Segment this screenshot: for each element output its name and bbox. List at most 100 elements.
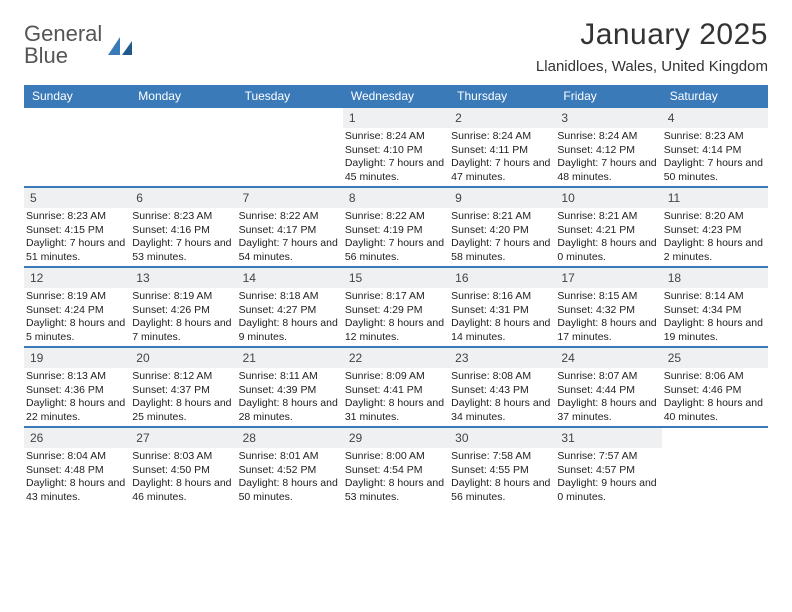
sunrise-text: Sunrise: 8:23 AM [664, 130, 766, 144]
sunset-text: Sunset: 4:15 PM [26, 224, 128, 238]
day-cell: 29Sunrise: 8:00 AMSunset: 4:54 PMDayligh… [343, 428, 449, 506]
day-number: 28 [237, 428, 343, 448]
sunrise-text: Sunrise: 8:04 AM [26, 450, 128, 464]
day-info: Sunrise: 8:19 AMSunset: 4:24 PMDaylight:… [24, 290, 130, 345]
day-number: 1 [343, 108, 449, 128]
sail-icon [106, 35, 134, 59]
day-info: Sunrise: 8:18 AMSunset: 4:27 PMDaylight:… [237, 290, 343, 345]
day-cell: 14Sunrise: 8:18 AMSunset: 4:27 PMDayligh… [237, 268, 343, 346]
day-number: 9 [449, 188, 555, 208]
sunrise-text: Sunrise: 8:24 AM [557, 130, 659, 144]
daylight-text: Daylight: 7 hours and 48 minutes. [557, 157, 659, 184]
sunrise-text: Sunrise: 8:24 AM [345, 130, 447, 144]
daylight-text: Daylight: 7 hours and 51 minutes. [26, 237, 128, 264]
sunset-text: Sunset: 4:36 PM [26, 384, 128, 398]
day-info: Sunrise: 7:58 AMSunset: 4:55 PMDaylight:… [449, 450, 555, 505]
day-info: Sunrise: 8:11 AMSunset: 4:39 PMDaylight:… [237, 370, 343, 425]
brand-logo: General Blue [24, 24, 134, 68]
day-number: 21 [237, 348, 343, 368]
sunset-text: Sunset: 4:50 PM [132, 464, 234, 478]
weekday-sun: Sunday [24, 85, 130, 108]
sunset-text: Sunset: 4:24 PM [26, 304, 128, 318]
daylight-text: Daylight: 7 hours and 56 minutes. [345, 237, 447, 264]
day-info: Sunrise: 8:21 AMSunset: 4:21 PMDaylight:… [555, 210, 661, 265]
day-number: 12 [24, 268, 130, 288]
day-info: Sunrise: 8:14 AMSunset: 4:34 PMDaylight:… [662, 290, 768, 345]
sunset-text: Sunset: 4:41 PM [345, 384, 447, 398]
sunrise-text: Sunrise: 8:22 AM [239, 210, 341, 224]
sunset-text: Sunset: 4:27 PM [239, 304, 341, 318]
sunrise-text: Sunrise: 8:23 AM [132, 210, 234, 224]
sunrise-text: Sunrise: 7:58 AM [451, 450, 553, 464]
day-cell: 4Sunrise: 8:23 AMSunset: 4:14 PMDaylight… [662, 108, 768, 186]
sunrise-text: Sunrise: 8:17 AM [345, 290, 447, 304]
day-number: 10 [555, 188, 661, 208]
sunrise-text: Sunrise: 8:11 AM [239, 370, 341, 384]
daylight-text: Daylight: 8 hours and 43 minutes. [26, 477, 128, 504]
day-info: Sunrise: 8:00 AMSunset: 4:54 PMDaylight:… [343, 450, 449, 505]
day-cell: 1Sunrise: 8:24 AMSunset: 4:10 PMDaylight… [343, 108, 449, 186]
day-number: 18 [662, 268, 768, 288]
daylight-text: Daylight: 8 hours and 9 minutes. [239, 317, 341, 344]
daylight-text: Daylight: 8 hours and 7 minutes. [132, 317, 234, 344]
daylight-text: Daylight: 8 hours and 56 minutes. [451, 477, 553, 504]
sunset-text: Sunset: 4:26 PM [132, 304, 234, 318]
week-row: 5Sunrise: 8:23 AMSunset: 4:15 PMDaylight… [24, 186, 768, 266]
sunrise-text: Sunrise: 8:00 AM [345, 450, 447, 464]
sunset-text: Sunset: 4:55 PM [451, 464, 553, 478]
daylight-text: Daylight: 8 hours and 34 minutes. [451, 397, 553, 424]
day-cell: 31Sunrise: 7:57 AMSunset: 4:57 PMDayligh… [555, 428, 661, 506]
day-cell: 15Sunrise: 8:17 AMSunset: 4:29 PMDayligh… [343, 268, 449, 346]
daylight-text: Daylight: 8 hours and 25 minutes. [132, 397, 234, 424]
day-cell: 20Sunrise: 8:12 AMSunset: 4:37 PMDayligh… [130, 348, 236, 426]
daylight-text: Daylight: 7 hours and 54 minutes. [239, 237, 341, 264]
day-cell: 6Sunrise: 8:23 AMSunset: 4:16 PMDaylight… [130, 188, 236, 266]
day-number: 24 [555, 348, 661, 368]
day-cell: 12Sunrise: 8:19 AMSunset: 4:24 PMDayligh… [24, 268, 130, 346]
sunrise-text: Sunrise: 8:16 AM [451, 290, 553, 304]
weeks-container: 1Sunrise: 8:24 AMSunset: 4:10 PMDaylight… [24, 108, 768, 506]
sunrise-text: Sunrise: 8:08 AM [451, 370, 553, 384]
day-info: Sunrise: 8:23 AMSunset: 4:16 PMDaylight:… [130, 210, 236, 265]
sunset-text: Sunset: 4:52 PM [239, 464, 341, 478]
day-cell: 25Sunrise: 8:06 AMSunset: 4:46 PMDayligh… [662, 348, 768, 426]
day-info: Sunrise: 8:01 AMSunset: 4:52 PMDaylight:… [237, 450, 343, 505]
daylight-text: Daylight: 8 hours and 46 minutes. [132, 477, 234, 504]
day-info: Sunrise: 8:12 AMSunset: 4:37 PMDaylight:… [130, 370, 236, 425]
day-cell: 21Sunrise: 8:11 AMSunset: 4:39 PMDayligh… [237, 348, 343, 426]
day-number: 14 [237, 268, 343, 288]
day-cell [237, 108, 343, 186]
sunrise-text: Sunrise: 8:24 AM [451, 130, 553, 144]
daylight-text: Daylight: 8 hours and 50 minutes. [239, 477, 341, 504]
day-number: 27 [130, 428, 236, 448]
sunset-text: Sunset: 4:57 PM [557, 464, 659, 478]
daylight-text: Daylight: 8 hours and 37 minutes. [557, 397, 659, 424]
sunrise-text: Sunrise: 8:23 AM [26, 210, 128, 224]
sunrise-text: Sunrise: 8:14 AM [664, 290, 766, 304]
day-info: Sunrise: 8:21 AMSunset: 4:20 PMDaylight:… [449, 210, 555, 265]
daylight-text: Daylight: 8 hours and 28 minutes. [239, 397, 341, 424]
sunset-text: Sunset: 4:31 PM [451, 304, 553, 318]
day-cell: 23Sunrise: 8:08 AMSunset: 4:43 PMDayligh… [449, 348, 555, 426]
day-info: Sunrise: 8:24 AMSunset: 4:10 PMDaylight:… [343, 130, 449, 185]
sunset-text: Sunset: 4:32 PM [557, 304, 659, 318]
day-cell: 8Sunrise: 8:22 AMSunset: 4:19 PMDaylight… [343, 188, 449, 266]
day-info: Sunrise: 8:03 AMSunset: 4:50 PMDaylight:… [130, 450, 236, 505]
weekday-mon: Monday [130, 85, 236, 108]
daylight-text: Daylight: 8 hours and 40 minutes. [664, 397, 766, 424]
day-number: 15 [343, 268, 449, 288]
day-info: Sunrise: 8:15 AMSunset: 4:32 PMDaylight:… [555, 290, 661, 345]
sunrise-text: Sunrise: 7:57 AM [557, 450, 659, 464]
day-info: Sunrise: 8:22 AMSunset: 4:19 PMDaylight:… [343, 210, 449, 265]
sunrise-text: Sunrise: 8:07 AM [557, 370, 659, 384]
day-info: Sunrise: 7:57 AMSunset: 4:57 PMDaylight:… [555, 450, 661, 505]
day-cell: 3Sunrise: 8:24 AMSunset: 4:12 PMDaylight… [555, 108, 661, 186]
day-cell: 27Sunrise: 8:03 AMSunset: 4:50 PMDayligh… [130, 428, 236, 506]
sunrise-text: Sunrise: 8:03 AM [132, 450, 234, 464]
daylight-text: Daylight: 8 hours and 14 minutes. [451, 317, 553, 344]
day-info: Sunrise: 8:08 AMSunset: 4:43 PMDaylight:… [449, 370, 555, 425]
daylight-text: Daylight: 7 hours and 50 minutes. [664, 157, 766, 184]
sunset-text: Sunset: 4:23 PM [664, 224, 766, 238]
day-number: 11 [662, 188, 768, 208]
sunrise-text: Sunrise: 8:12 AM [132, 370, 234, 384]
